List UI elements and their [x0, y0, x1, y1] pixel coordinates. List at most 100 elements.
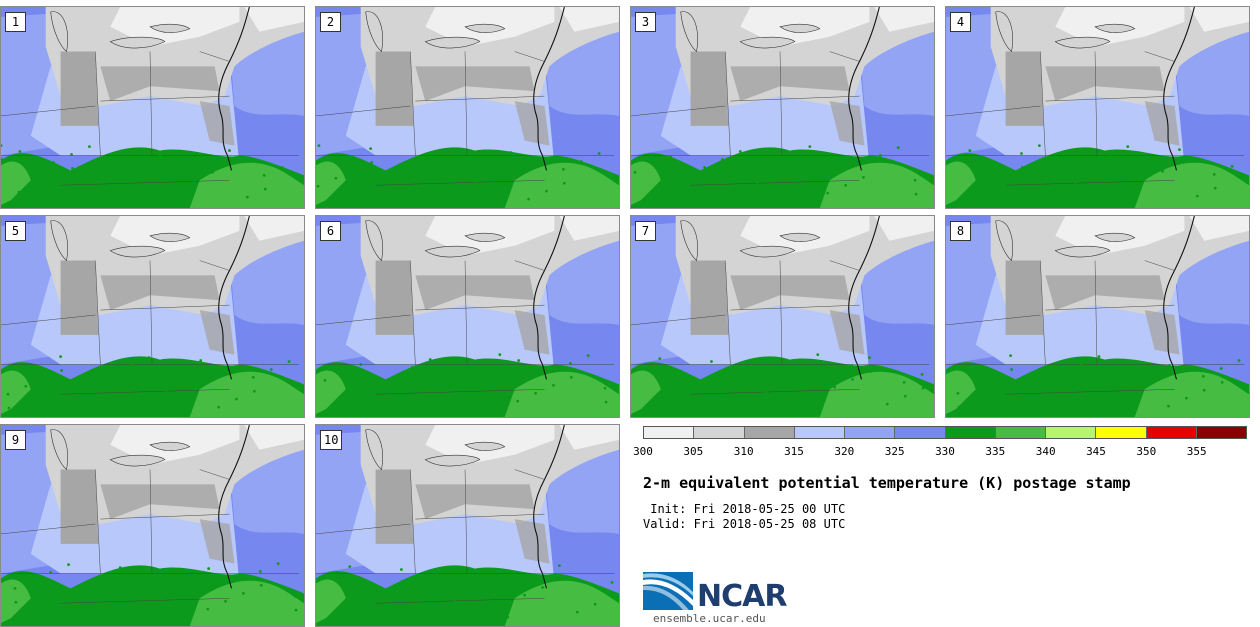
- lake-erie-shape: [739, 36, 796, 49]
- state-boundary-shape: [375, 389, 545, 395]
- lake-michigan-shape: [50, 11, 68, 53]
- northeast-cold-region: [244, 425, 304, 450]
- speckle-dot: [711, 374, 714, 377]
- state-boundary-shape: [946, 105, 1041, 117]
- carolina-coast-region: [504, 162, 619, 208]
- speckle-dot: [14, 600, 18, 604]
- ohio-valley-region: [60, 260, 99, 335]
- speckle-dot: [1, 158, 4, 161]
- speckle-dot: [122, 169, 126, 173]
- speckle-dot: [341, 371, 345, 374]
- speckle-dot: [112, 385, 116, 389]
- west-green-patch-region: [1, 370, 31, 415]
- speckle-dot: [1090, 161, 1094, 164]
- member-map: [1, 425, 304, 626]
- lake-ontario-shape: [779, 232, 821, 242]
- coastal-plain-region: [514, 310, 550, 355]
- speckle-dot: [1062, 384, 1066, 388]
- state-boundary-shape: [415, 95, 545, 102]
- coastal-plain-region: [199, 310, 235, 355]
- ohio-valley-region: [690, 51, 729, 126]
- speckle-dot: [88, 145, 91, 148]
- colorbar-tick-label: 335: [985, 445, 1006, 458]
- speckle-dot: [902, 380, 906, 384]
- speckle-dot: [453, 598, 457, 602]
- lake-michigan-shape: [680, 11, 698, 53]
- coastal-plain-region: [199, 101, 235, 146]
- west-green-patch-region: [946, 370, 976, 415]
- coastal-plain-region: [514, 519, 550, 564]
- northeast-cold-region: [244, 216, 304, 241]
- speckle-dot: [568, 362, 572, 365]
- speckle-dot: [510, 165, 514, 168]
- speckle-dot: [552, 383, 555, 387]
- colorbar-tick-label: 330: [935, 445, 955, 458]
- speckle-dot: [67, 563, 70, 566]
- member-map: [631, 7, 934, 208]
- state-boundary-shape: [60, 598, 230, 604]
- speckle-dot: [153, 590, 157, 594]
- carolina-coast-region: [189, 371, 304, 417]
- speckle-dot: [1114, 387, 1118, 391]
- speckle-dot: [640, 365, 644, 368]
- ncar-logo-icon: [643, 572, 693, 610]
- colorbar-swatch: [1095, 427, 1146, 438]
- state-boundary-shape: [95, 469, 101, 574]
- speckle-dot: [387, 193, 390, 197]
- speckle-dot: [921, 386, 925, 390]
- state-boundary-shape: [514, 260, 545, 271]
- speckle-dot: [66, 603, 69, 607]
- state-boundary-shape: [514, 51, 545, 62]
- lake-erie-shape: [109, 245, 166, 258]
- speckle-dot: [1107, 193, 1111, 197]
- northeast-cold-region: [1189, 216, 1249, 241]
- appalachian-region: [100, 66, 220, 102]
- lake-erie-shape: [424, 245, 481, 258]
- coastal-plain-region: [1144, 101, 1180, 146]
- state-boundary-shape: [946, 314, 1041, 326]
- speckle-dot: [593, 602, 597, 606]
- appalachian-region: [100, 484, 220, 520]
- member-panel: 3: [630, 6, 935, 209]
- speckle-dot: [428, 358, 432, 361]
- speckle-dot: [164, 388, 168, 392]
- speckle-dot: [446, 404, 450, 408]
- member-panel: 8: [945, 215, 1250, 418]
- speckle-dot: [808, 145, 812, 148]
- speckle-dot: [693, 381, 696, 385]
- speckle-dot: [756, 196, 760, 200]
- colorbar-tick-label: 315: [784, 445, 804, 458]
- speckle-dot: [762, 376, 766, 380]
- speckle-dot: [474, 180, 478, 184]
- speckle-dot: [844, 183, 847, 187]
- speckle-dot: [658, 357, 662, 360]
- speckle-dot: [509, 151, 513, 154]
- speckle-dot: [193, 178, 197, 182]
- speckle-dot: [217, 405, 220, 409]
- speckle-dot: [956, 391, 960, 395]
- speckle-dot: [207, 567, 211, 570]
- speckle-dot: [147, 356, 151, 359]
- speckle-dot: [551, 370, 554, 373]
- speckle-dot: [464, 396, 468, 400]
- carolina-coast-region: [189, 580, 304, 626]
- state-boundary-shape: [149, 51, 153, 156]
- coastline-shape: [218, 425, 250, 589]
- speckle-dot: [534, 391, 537, 395]
- west-green-patch-region: [316, 370, 346, 415]
- figure-title: 2-m equivalent potential temperature (K)…: [643, 474, 1131, 492]
- coastline-shape: [218, 216, 250, 380]
- state-boundary-shape: [690, 180, 860, 186]
- speckle-dot: [463, 382, 467, 386]
- speckle-dot: [323, 378, 327, 382]
- state-boundary-shape: [730, 304, 860, 311]
- member-label: 5: [5, 221, 26, 241]
- speckle-dot: [251, 376, 255, 379]
- state-boundary-shape: [631, 314, 726, 326]
- state-boundary-shape: [514, 469, 545, 480]
- speckle-dot: [710, 360, 713, 363]
- speckle-dot: [561, 167, 565, 171]
- speckle-dot: [118, 566, 122, 569]
- speckle-dot: [404, 171, 407, 175]
- member-map: [946, 7, 1249, 208]
